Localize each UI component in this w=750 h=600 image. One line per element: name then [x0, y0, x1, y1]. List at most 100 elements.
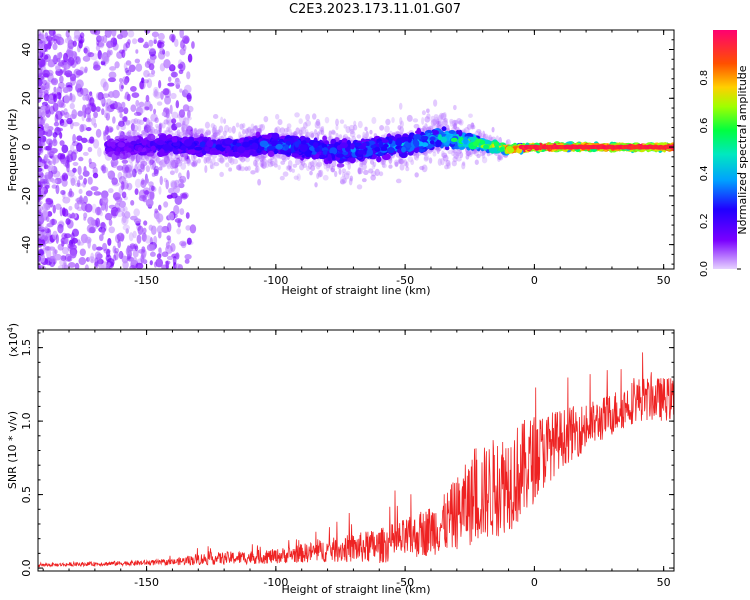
spectrogram-cell [38, 225, 44, 231]
spectrogram-cell [95, 106, 101, 112]
spectrogram-cell [449, 120, 454, 127]
spectrogram-cell [119, 30, 128, 38]
spectrogram-cell [55, 184, 60, 195]
spectrogram-cell [342, 177, 347, 184]
spectrogram-cell [147, 47, 156, 52]
spectrogram-cell [381, 163, 387, 169]
spectrogram-cell [293, 175, 299, 180]
spectrogram-cell [232, 158, 239, 165]
spectrogram-cell [38, 51, 41, 61]
spectrogram-cell [378, 171, 384, 177]
chart-title: C2E3.2023.173.11.01.G07 [288, 2, 462, 17]
spectrogram-cell [191, 128, 197, 135]
spectrogram-cell [38, 30, 41, 37]
spectrogram-cell [184, 254, 192, 260]
spectrogram-cell [136, 234, 142, 244]
spectrogram-cell [85, 126, 92, 132]
spectrogram-cell [158, 123, 162, 134]
spectrogram-cell [79, 248, 86, 257]
spectrogram-cell [142, 259, 148, 265]
spectrogram-cell [83, 212, 88, 219]
spectrogram-cell [79, 124, 85, 133]
spectrogram-cell [416, 151, 420, 159]
spectrogram-cell [223, 124, 230, 133]
spectrogram-cell [45, 80, 51, 85]
spectrogram-cell [101, 93, 110, 98]
spectrogram-cell [294, 112, 300, 118]
spectrogram-cell [147, 125, 152, 131]
spectrogram-cell [50, 77, 59, 86]
spectrogram-cell [451, 160, 457, 167]
spectrogram-cell [94, 257, 99, 267]
spectrogram-cell [69, 93, 76, 103]
spectrogram-cell [317, 154, 327, 159]
spectrogram-cell [130, 123, 135, 131]
spectrogram-cell [156, 101, 163, 106]
spectrogram-cell [478, 130, 482, 137]
spectrogram-cell [348, 177, 353, 186]
spectrogram-cell [177, 178, 184, 184]
spectrogram-cell [194, 132, 200, 139]
spectrogram-cell [69, 175, 78, 184]
spectrogram-cell [84, 236, 92, 244]
spectrogram-cell [319, 126, 324, 132]
spectrogram-cell [334, 170, 338, 178]
spectrogram-cell [328, 163, 334, 170]
spectrogram-cell [77, 110, 84, 117]
spectrogram-cell [169, 159, 176, 170]
spectrogram-cell [381, 153, 391, 161]
spectrogram-cell [108, 71, 117, 79]
spectrogram-cell [41, 111, 46, 118]
spectrogram-cell [369, 129, 373, 135]
spectrogram-cell [101, 108, 105, 116]
spectrogram-cell [424, 123, 429, 131]
spectrogram-cell [158, 161, 163, 166]
spectrogram-cell [83, 177, 88, 185]
spectrogram-cell [249, 132, 254, 137]
spectrogram-cell [274, 158, 278, 166]
spectrogram-cell [197, 158, 201, 164]
spectrogram-cell [104, 30, 112, 38]
spectrogram-cell [277, 164, 281, 171]
spectrogram-cell [136, 132, 140, 137]
spectrogram-cell [145, 127, 152, 133]
spectrogram-cell [84, 68, 88, 74]
spectrogram-cell [88, 91, 93, 97]
spectrogram-cell [39, 231, 45, 241]
spectrogram-cell [63, 94, 70, 104]
spectrogram-cell [342, 171, 346, 178]
spectrogram-cell [147, 125, 153, 133]
spectrogram-cell [76, 135, 83, 142]
spectrogram-cell [490, 136, 494, 142]
spectrogram-cell [479, 151, 485, 157]
spectrogram-cell [175, 100, 180, 109]
spectrogram-cell [211, 157, 216, 166]
spectrogram-cell [443, 117, 448, 123]
spectrogram-cell [126, 120, 132, 125]
spectrogram-cell [331, 130, 337, 136]
spectrogram-cell [314, 182, 318, 188]
spectrogram-cell [57, 99, 65, 108]
spectrogram-cell [87, 256, 96, 263]
spectrogram-cell [421, 142, 429, 147]
spectrogram-cell [70, 151, 77, 161]
spectrogram-cell [237, 164, 242, 171]
spectrogram-cell [461, 162, 466, 170]
spectrogram-cell [466, 124, 472, 130]
spectrogram-cell [77, 165, 82, 176]
spectrogram-cell [109, 127, 113, 133]
spectrogram-cell [459, 151, 464, 159]
spectrogram-cell [53, 86, 57, 92]
spectrogram-cell [322, 135, 328, 142]
spectrogram-cell [150, 185, 155, 192]
spectrogram-cell [151, 69, 156, 75]
spectrogram-cell [338, 134, 343, 139]
spectrogram-cell [476, 129, 482, 134]
spectrogram-cell [49, 105, 55, 115]
spectrogram-cell [174, 158, 180, 164]
spectrogram-cell [169, 104, 173, 115]
spectrogram-cell [414, 152, 420, 161]
spectrogram-cell [376, 156, 382, 163]
spectrogram-cell [101, 195, 109, 206]
spectrogram-cell [149, 190, 155, 201]
